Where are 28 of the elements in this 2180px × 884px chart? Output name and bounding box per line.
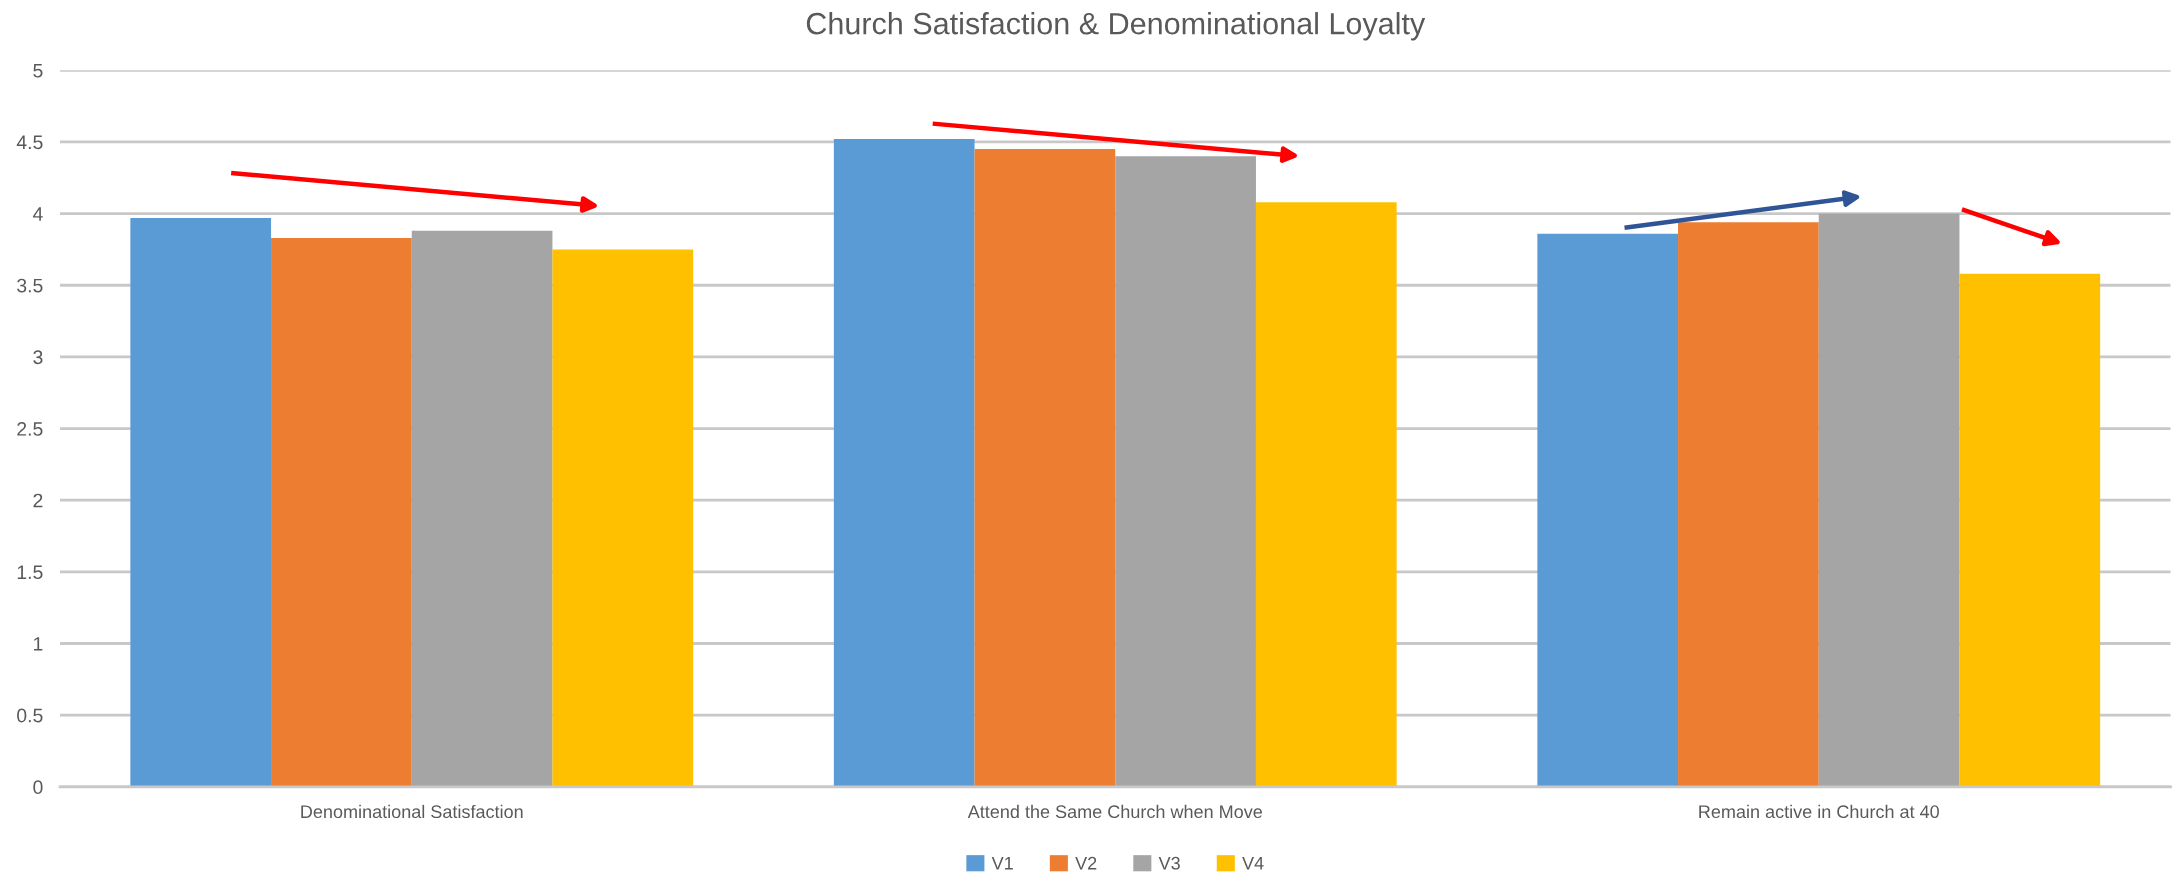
bar (130, 217, 272, 787)
chart-title: Church Satisfaction & Denominational Loyalty (806, 12, 1426, 41)
x-tick-label: Remain active in Church at 40 (1699, 804, 1939, 819)
legend-label: V3 (1158, 856, 1180, 870)
x-tick-label: Denominational Satisfaction (301, 804, 523, 819)
y-tick-label: 2 (33, 493, 43, 508)
y-tick-label: 3 (33, 350, 43, 365)
y-tick-label: 0 (33, 780, 43, 795)
y-tick-label: 3.5 (17, 278, 43, 293)
y-tick-label: 2.5 (17, 422, 43, 436)
bar (833, 139, 975, 787)
bar (1255, 202, 1397, 787)
bar (1537, 233, 1679, 787)
bar (552, 249, 694, 787)
legend-label: V2 (1075, 856, 1097, 870)
bar (271, 237, 412, 787)
y-tick-label: 5 (33, 63, 43, 78)
bar (1959, 273, 2101, 787)
legend-label: V4 (1242, 857, 1264, 870)
y-tick-label: 4 (32, 207, 43, 221)
x-tick-label: Attend the Same Church when Move (967, 804, 1262, 819)
bar (1818, 213, 1960, 787)
y-tick-label: 1.5 (17, 565, 43, 580)
legend-label: V1 (991, 857, 1013, 870)
y-tick-label: 4.5 (16, 135, 43, 150)
bar (411, 230, 553, 787)
y-tick-label: 1 (34, 637, 43, 651)
y-tick-label: 0.5 (17, 708, 43, 723)
